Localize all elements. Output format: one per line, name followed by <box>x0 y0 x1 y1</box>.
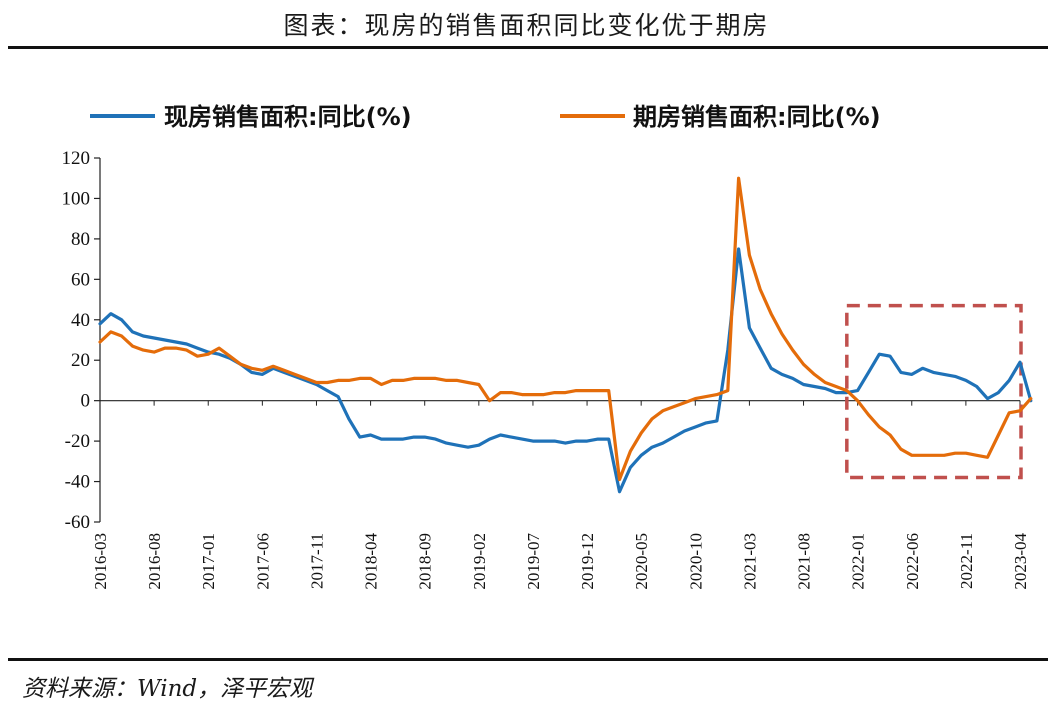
x-tick-label: 2020-10 <box>686 533 705 590</box>
y-tick-label: 80 <box>71 229 90 250</box>
x-tick-label: 2016-03 <box>91 533 110 590</box>
x-tick-label: 2019-07 <box>524 533 543 590</box>
legend-label-series-1[interactable]: 现房销售面积:同比(%) <box>164 103 412 131</box>
x-tick-label: 2018-09 <box>416 533 435 590</box>
x-tick-label: 2017-01 <box>199 533 218 590</box>
source-note: 资料来源：Wind，泽平宏观 <box>22 676 313 702</box>
x-tick-label: 2022-06 <box>903 533 922 590</box>
x-tick-label: 2019-12 <box>578 533 597 590</box>
series-line-2[interactable] <box>98 176 1033 482</box>
y-tick-label: 40 <box>71 310 90 331</box>
x-tick-label: 2020-05 <box>632 533 651 590</box>
x-tick-label: 2022-01 <box>849 533 868 590</box>
x-tick-label: 2021-08 <box>795 533 814 590</box>
x-tick-label: 2022-11 <box>957 533 976 589</box>
highlight-box <box>845 303 1023 480</box>
x-tick-label: 2023-04 <box>1011 533 1030 590</box>
highlight-dashed-box <box>845 303 1023 480</box>
x-tick-label: 2019-02 <box>470 533 489 590</box>
y-tick-label: 120 <box>62 148 91 169</box>
y-tick-label: -20 <box>65 431 90 452</box>
top-rule <box>8 46 1048 49</box>
series-line-1[interactable] <box>98 247 1033 494</box>
x-tick-label: 2018-04 <box>362 533 381 590</box>
x-tick-label: 2021-03 <box>740 533 759 590</box>
y-tick-label: -40 <box>65 472 90 493</box>
x-tick-label: 2017-11 <box>307 533 326 589</box>
y-tick-label: 100 <box>62 188 91 209</box>
legend-label-series-2[interactable]: 期房销售面积:同比(%) <box>633 103 881 131</box>
bottom-rule <box>8 658 1048 661</box>
x-tick-label: 2017-06 <box>253 533 272 590</box>
y-tick-label: 20 <box>71 350 90 371</box>
x-tick-label: 2016-08 <box>145 533 164 590</box>
series-layer <box>98 176 1033 494</box>
y-tick-label: 60 <box>71 269 90 290</box>
y-tick-label: -60 <box>65 512 90 533</box>
figure-title: 图表：现房的销售面积同比变化优于期房 <box>283 11 770 40</box>
y-tick-label: 0 <box>81 391 91 412</box>
legend: 现房销售面积:同比(%) 期房销售面积:同比(%) <box>90 103 881 131</box>
